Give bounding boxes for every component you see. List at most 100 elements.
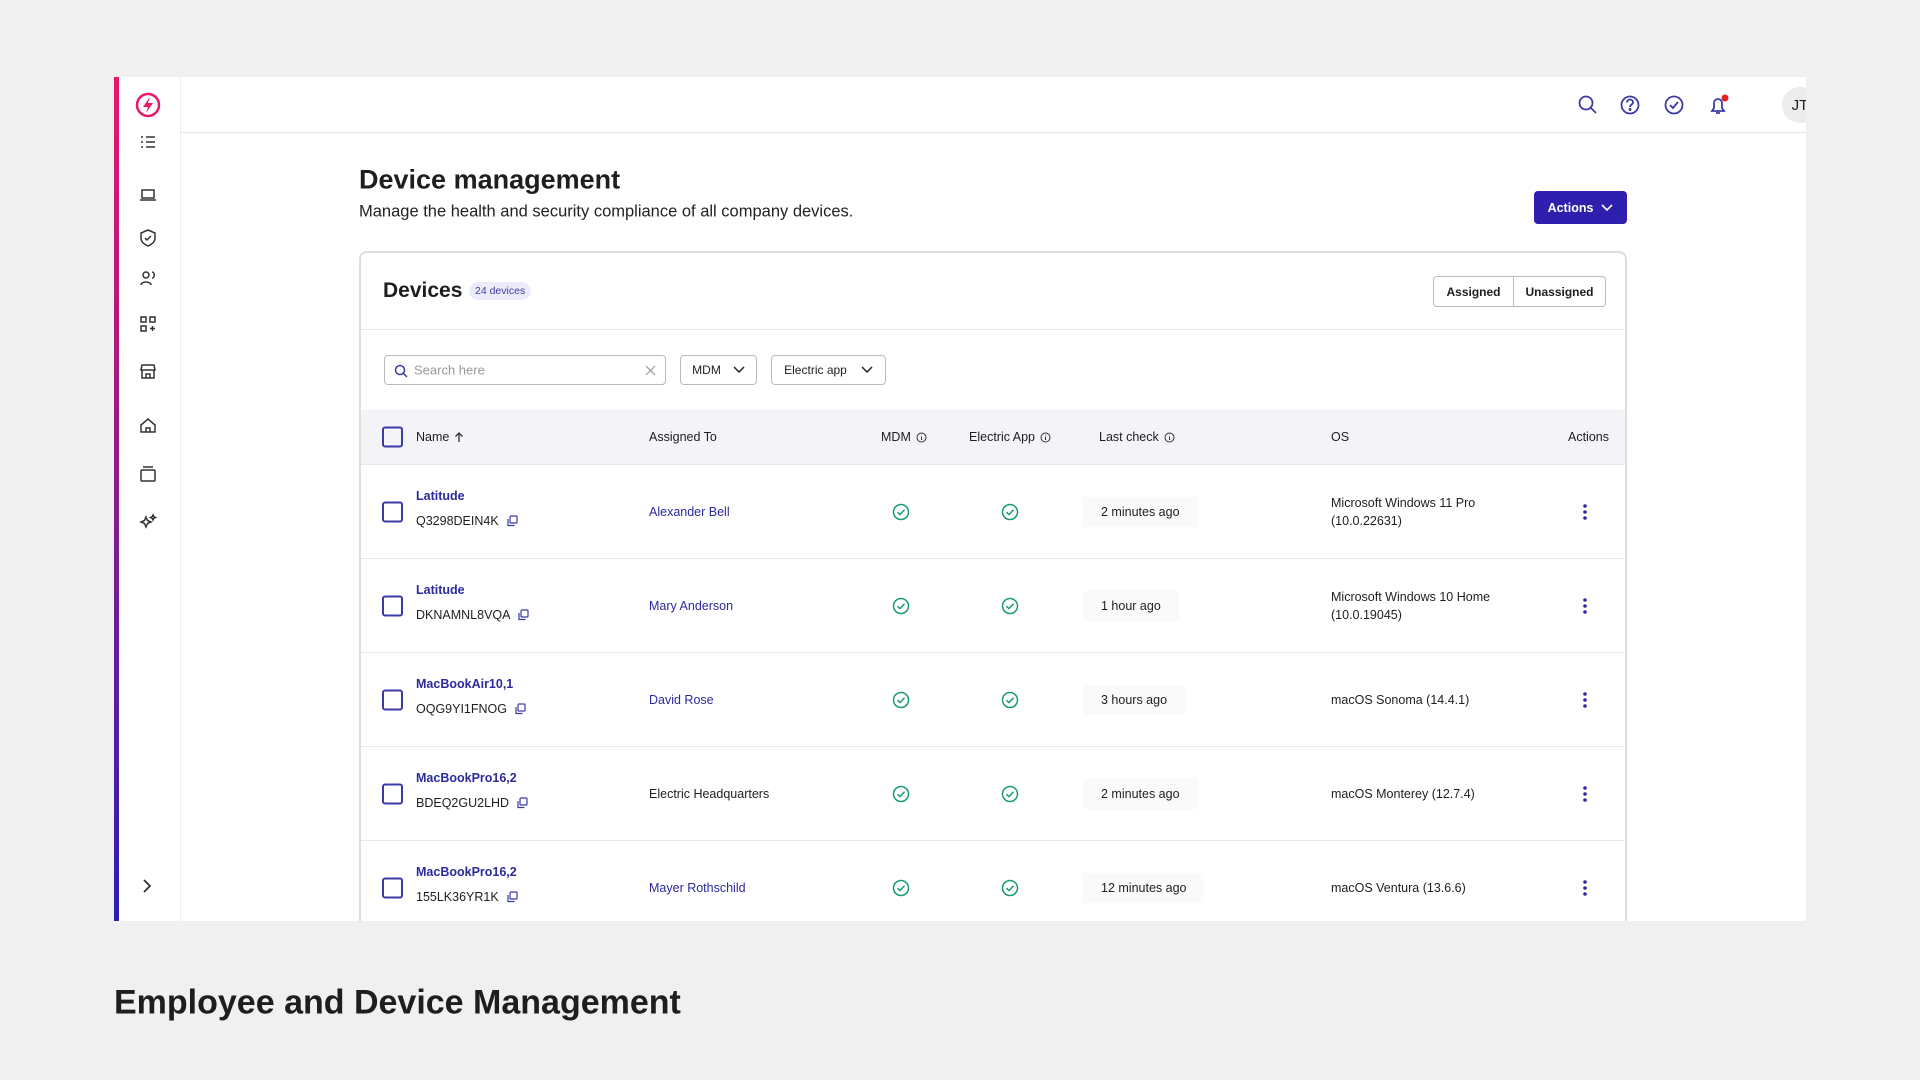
filter-label: Electric app bbox=[784, 363, 847, 377]
mdm-status bbox=[892, 785, 910, 803]
chevron bbox=[861, 366, 873, 374]
column-header: OS bbox=[1331, 430, 1349, 444]
toggle-assigned[interactable]: Assigned bbox=[1434, 277, 1514, 306]
toggle-group: Assigned Unassigned bbox=[1433, 276, 1606, 307]
copy-icon[interactable] bbox=[506, 515, 518, 527]
select-all[interactable] bbox=[382, 426, 403, 448]
table-row: Latitude DKNAMNL8VQA Mary Anderson 1 hour a… bbox=[361, 558, 1625, 652]
last-check: 2 minutes ago bbox=[1083, 779, 1198, 809]
serial-number: 155LK36YR1K bbox=[416, 890, 499, 904]
column-header: Last check bbox=[1099, 430, 1175, 444]
nav-icons[interactable] bbox=[138, 127, 158, 647]
copy-icon-svg bbox=[507, 891, 518, 903]
info-icon bbox=[1164, 432, 1175, 443]
serial: 155LK36YR1K bbox=[416, 890, 518, 904]
row-menu-svg bbox=[1583, 692, 1587, 708]
row-menu[interactable] bbox=[1582, 503, 1588, 521]
search-icon bbox=[394, 364, 408, 378]
row-menu-svg bbox=[1583, 786, 1587, 802]
page-title: Device management bbox=[359, 164, 621, 195]
mdm-status bbox=[892, 597, 910, 615]
sidebar bbox=[114, 77, 181, 921]
assigned-to[interactable]: Mary Anderson bbox=[649, 599, 734, 613]
device-name[interactable]: Latitude bbox=[416, 489, 465, 503]
last-check: 1 hour ago bbox=[1083, 591, 1179, 621]
table-row: MacBookAir10,1 OQG9YI1FNOG David Rose 3 hou… bbox=[361, 652, 1625, 746]
serial: Q3298DEIN4K bbox=[416, 514, 518, 528]
row-menu-svg bbox=[1583, 504, 1587, 520]
filter-app[interactable]: Electric app bbox=[771, 355, 886, 385]
assigned-to[interactable]: Alexander Bell bbox=[649, 505, 730, 519]
toggle-unassigned[interactable]: Unassigned bbox=[1525, 284, 1594, 299]
app-status bbox=[1001, 691, 1019, 709]
column-header: MDM bbox=[881, 430, 927, 444]
column-label: Last check bbox=[1099, 430, 1159, 444]
info-icon bbox=[1040, 432, 1051, 443]
info-icon-svg bbox=[916, 432, 927, 442]
serial-number: Q3298DEIN4K bbox=[416, 514, 499, 528]
avatar[interactable]: JT bbox=[1782, 87, 1806, 123]
page-subtitle: Manage the health and security complianc… bbox=[359, 202, 854, 221]
table-row: MacBookPro16,2 155LK36YR1K Mayer Rothschil… bbox=[361, 840, 1625, 921]
serial: OQG9YI1FNOG bbox=[416, 702, 526, 716]
copy-icon[interactable] bbox=[517, 609, 530, 621]
os: macOS Monterey (12.7.4) bbox=[1331, 787, 1475, 801]
assigned-to[interactable]: David Rose bbox=[649, 693, 714, 707]
assigned-to[interactable]: Electric Headquarters bbox=[649, 787, 770, 801]
copy-icon-svg bbox=[517, 797, 528, 809]
mdm-status-svg bbox=[892, 691, 910, 709]
row-menu[interactable] bbox=[1582, 879, 1588, 897]
row-checkbox[interactable] bbox=[382, 595, 403, 617]
devices-card: Devices 24 devices Assigned Unassigned S… bbox=[359, 251, 1627, 921]
mdm-status bbox=[892, 879, 910, 897]
column-label: Electric App bbox=[969, 430, 1036, 444]
app-status-svg bbox=[1001, 879, 1019, 897]
clear-icon[interactable] bbox=[645, 365, 656, 376]
actions-button[interactable]: Actions bbox=[1534, 191, 1627, 224]
column-header: Actions bbox=[1568, 430, 1609, 444]
mdm-status-svg bbox=[892, 503, 910, 521]
os: Microsoft Windows 11 Pro (10.0.22631) bbox=[1331, 496, 1476, 528]
column-header: Assigned To bbox=[649, 430, 717, 444]
app-window: JT Device management Manage the health a… bbox=[114, 77, 1806, 921]
copy-icon[interactable] bbox=[514, 703, 526, 715]
device-name[interactable]: MacBookPro16,2 bbox=[416, 771, 517, 785]
os: Microsoft Windows 10 Home (10.0.19045) bbox=[1331, 590, 1491, 622]
info-icon-svg bbox=[1040, 432, 1051, 442]
topbar-icons[interactable] bbox=[1576, 93, 1742, 117]
serial-number: OQG9YI1FNOG bbox=[416, 702, 507, 716]
search-box[interactable]: Search here bbox=[384, 355, 666, 385]
row-checkbox[interactable] bbox=[382, 783, 403, 805]
row-menu[interactable] bbox=[1582, 785, 1588, 803]
app-status-svg bbox=[1001, 597, 1019, 615]
copy-icon[interactable] bbox=[506, 891, 518, 903]
column-label: OS bbox=[1331, 430, 1350, 444]
app-status bbox=[1001, 879, 1019, 897]
caption: Employee and Device Management bbox=[114, 983, 681, 1022]
mdm-status bbox=[892, 691, 910, 709]
column-header: Electric App bbox=[969, 430, 1051, 444]
table-row: Latitude Q3298DEIN4K Alexander Bell 2 minut… bbox=[361, 464, 1625, 558]
copy-icon[interactable] bbox=[516, 797, 528, 809]
device-name[interactable]: MacBookPro16,2 bbox=[416, 865, 517, 879]
row-menu[interactable] bbox=[1582, 691, 1588, 709]
device-name[interactable]: Latitude bbox=[416, 583, 465, 597]
assigned-to[interactable]: Mayer Rothschild bbox=[649, 881, 746, 895]
filter-mdm[interactable]: MDM bbox=[680, 355, 757, 385]
row-checkbox[interactable] bbox=[382, 501, 403, 523]
copy-icon-svg bbox=[507, 515, 518, 527]
sort-icon[interactable] bbox=[454, 431, 464, 443]
serial: DKNAMNL8VQA bbox=[416, 608, 530, 622]
app-status-svg bbox=[1001, 503, 1019, 521]
last-check: 3 hours ago bbox=[1083, 685, 1186, 715]
device-name[interactable]: MacBookAir10,1 bbox=[416, 677, 514, 691]
expand-sidebar[interactable] bbox=[140, 878, 154, 894]
topbar: JT bbox=[181, 77, 1806, 133]
app-status bbox=[1001, 597, 1019, 615]
row-menu[interactable] bbox=[1582, 597, 1588, 615]
row-checkbox[interactable] bbox=[382, 877, 403, 899]
brand-bar bbox=[114, 77, 119, 921]
copy-icon-svg bbox=[518, 609, 530, 621]
row-checkbox[interactable] bbox=[382, 689, 403, 711]
last-check: 12 minutes ago bbox=[1083, 873, 1205, 903]
